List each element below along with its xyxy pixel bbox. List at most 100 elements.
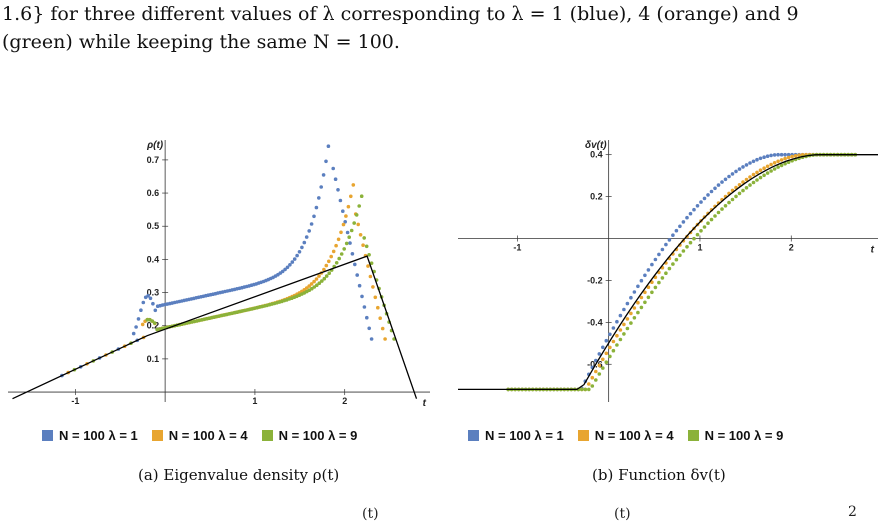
data-point (706, 193, 710, 197)
y-tick-label: 0.4 (590, 150, 603, 160)
data-point (783, 156, 787, 161)
data-point (650, 290, 654, 295)
data-point (131, 331, 136, 336)
data-point (667, 266, 672, 271)
data-point (334, 243, 338, 248)
data-point (343, 220, 348, 224)
data-point (692, 207, 696, 212)
data-point (688, 211, 693, 216)
data-point (737, 191, 742, 196)
data-point (758, 156, 763, 161)
data-point (341, 209, 345, 213)
x-tick-label: 1 (252, 396, 257, 406)
x-tick-label: -1 (71, 396, 79, 406)
data-point (615, 343, 619, 347)
data-point (639, 295, 644, 300)
y-tick-label: 0.7 (147, 155, 160, 165)
data-point (646, 285, 651, 289)
y-axis-label: ρ(t) (146, 140, 164, 151)
data-point (793, 154, 798, 158)
data-point (678, 224, 682, 229)
data-point (748, 183, 752, 187)
data-point (702, 225, 707, 229)
data-point (364, 244, 369, 249)
theory-curve (458, 154, 878, 391)
data-point (762, 155, 766, 159)
data-point (361, 243, 365, 247)
data-point (741, 165, 745, 169)
data-point (327, 259, 331, 264)
data-point (618, 337, 623, 342)
data-point (319, 185, 324, 189)
data-point (590, 384, 595, 388)
data-point (720, 207, 724, 211)
data-point (713, 214, 717, 218)
data-point (643, 300, 647, 305)
data-point (285, 265, 290, 270)
data-point (671, 262, 675, 266)
data-point (346, 204, 351, 209)
data-point (751, 172, 756, 177)
data-point (727, 174, 731, 179)
data-point (312, 285, 317, 289)
data-point (597, 372, 602, 376)
data-point (769, 153, 773, 158)
data-point (765, 154, 770, 158)
data-point (748, 161, 752, 165)
data-point (362, 236, 367, 240)
data-point (350, 252, 355, 256)
data-point (622, 322, 626, 327)
data-point (783, 152, 787, 157)
legend-swatch-green (261, 430, 273, 441)
data-point (580, 387, 584, 392)
data-point (597, 363, 602, 368)
y-tick-label: -0.4 (587, 317, 603, 327)
data-point (664, 271, 668, 275)
data-point (336, 237, 341, 242)
data-point (755, 157, 759, 162)
data-point (674, 257, 679, 262)
data-point (744, 186, 749, 190)
legend-label: N = 100 λ = 1 (485, 428, 564, 443)
legend-label: N = 100 λ = 1 (59, 428, 138, 443)
data-point (769, 162, 773, 167)
data-point (134, 325, 138, 329)
legend-label: N = 100 λ = 9 (704, 428, 784, 443)
data-point (314, 205, 319, 210)
data-point (136, 317, 141, 321)
legend-swatch-blue (468, 430, 479, 441)
data-point (152, 321, 157, 325)
y-tick-label: 0.5 (147, 221, 160, 231)
legend-swatch-green (687, 430, 699, 441)
data-point (587, 382, 591, 386)
data-point (741, 180, 745, 184)
data-point (611, 339, 616, 344)
data-point (723, 204, 728, 208)
y-tick-label: 0.2 (590, 192, 603, 202)
data-point (657, 280, 661, 285)
caption-a: (a) Eigenvalue density ρ(t) (138, 466, 340, 484)
data-point (720, 180, 724, 184)
chart-delta-v: -1 1 2 0.4 0.2 -0.2 -0.4 -0.6 δv(t) t (458, 140, 878, 402)
data-point (590, 375, 595, 380)
data-point (741, 188, 745, 193)
data-point (347, 235, 352, 239)
data-point (650, 262, 654, 267)
data-point (366, 264, 370, 268)
data-point (357, 204, 362, 208)
data-point (304, 286, 309, 290)
data-point (139, 308, 143, 312)
data-point (622, 307, 626, 312)
x-tick-label: 2 (789, 243, 794, 253)
cutoff-text-a: (t) (362, 506, 379, 522)
data-point (660, 276, 665, 280)
data-point (629, 321, 633, 325)
data-point (685, 215, 689, 220)
data-point (646, 268, 651, 272)
data-point (371, 285, 375, 289)
data-point (674, 228, 679, 233)
data-point (758, 168, 763, 172)
data-point (302, 240, 307, 245)
data-point (326, 144, 331, 148)
data-point (618, 313, 623, 318)
